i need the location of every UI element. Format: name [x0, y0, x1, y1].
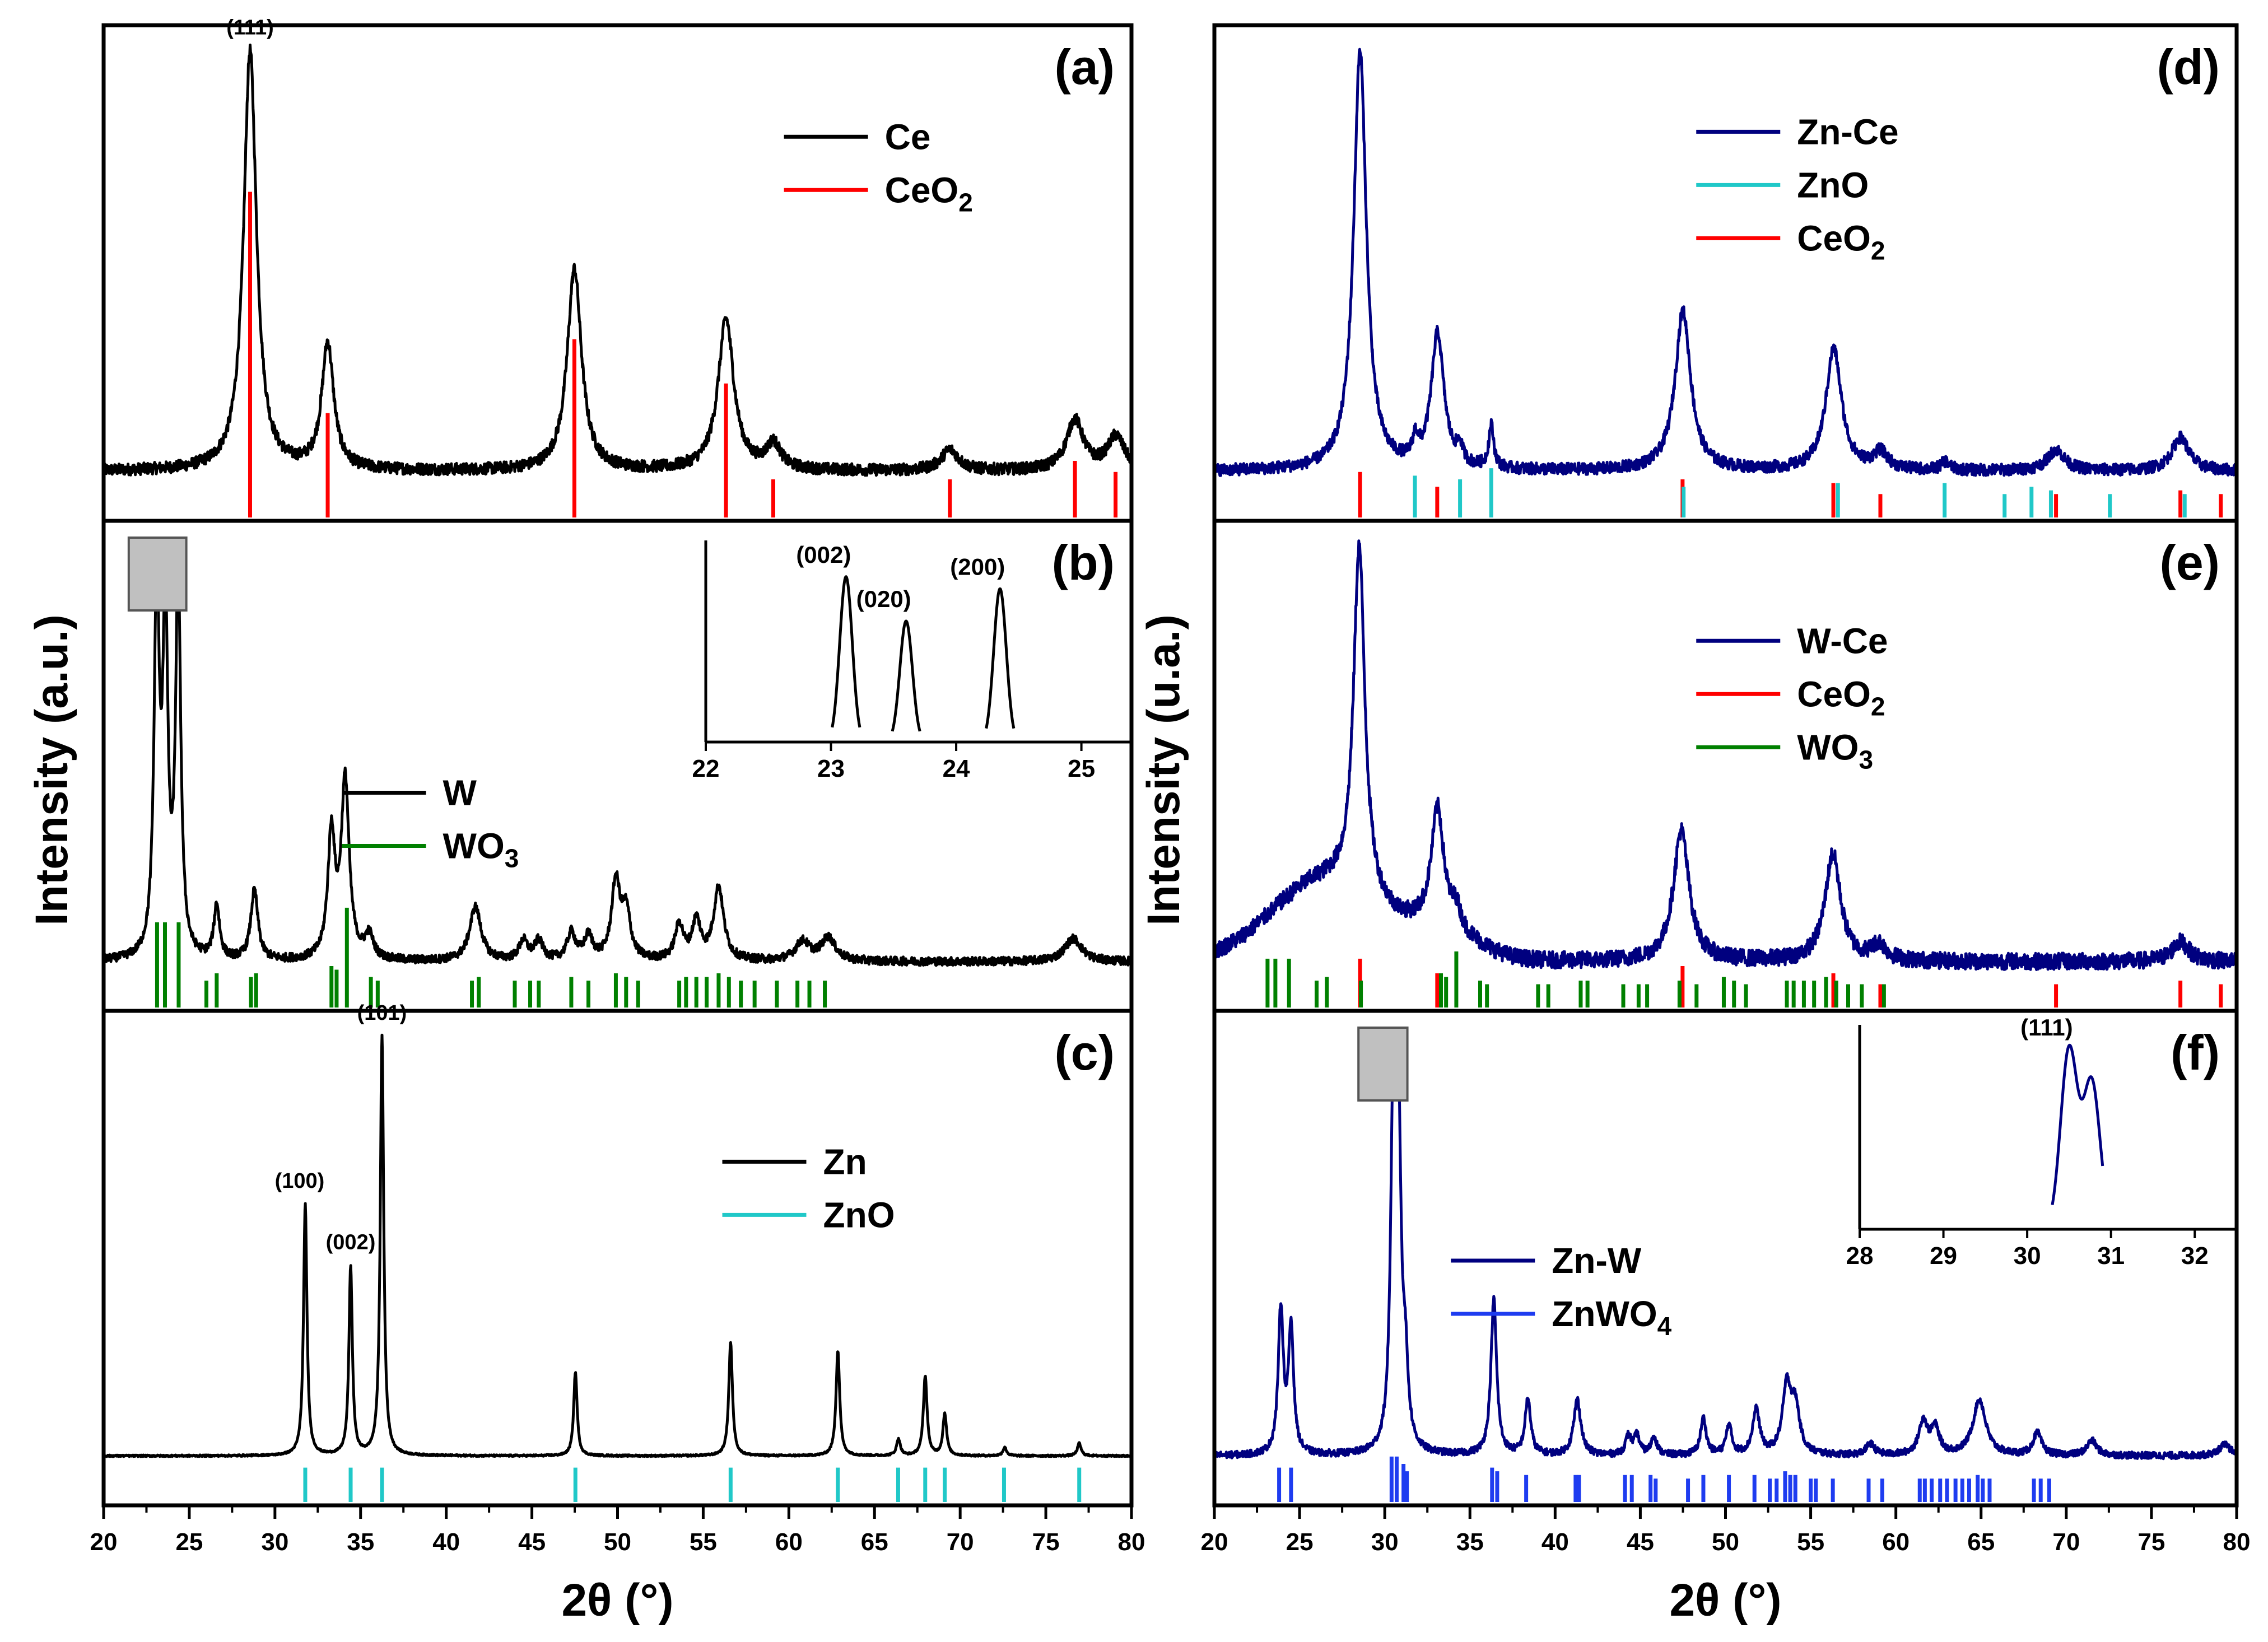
legend-text-a-1: CeO2	[885, 170, 973, 217]
inset-tick-label-b-0: 22	[692, 755, 720, 782]
inset-tick-label-f-0: 28	[1846, 1242, 1874, 1270]
x-tick-label-f-0: 20	[1201, 1528, 1228, 1556]
x-tick-label-c-3: 35	[347, 1528, 374, 1556]
legend-text-f-1: ZnWO4	[1552, 1294, 1671, 1341]
inset-peak-label-b-0: (002)	[796, 542, 851, 568]
panel-label-d: (d)	[2157, 39, 2220, 95]
x-tick-label-c-1: 25	[175, 1528, 203, 1556]
peak-label-c-0: (100)	[275, 1169, 325, 1193]
inset-f: (111) 28 29 30 31 32	[1357, 1014, 2237, 1270]
inset-tick-label-f-1: 29	[1930, 1242, 1957, 1270]
legend-text-e-1: CeO2	[1797, 674, 1885, 721]
inset-peak-label-b-2: (200)	[950, 553, 1005, 580]
panel-label-b: (b)	[1052, 535, 1115, 590]
x-axis-title-R: 2θ (°)	[1669, 1575, 1781, 1626]
legend-text-c-0: Zn	[823, 1141, 867, 1182]
inset-tick-label-f-4: 32	[2181, 1242, 2209, 1270]
legend-text-c-1: ZnO	[823, 1195, 895, 1235]
y-axis-title-right: Intensity (u.a.)	[1138, 614, 1189, 926]
x-tick-label-f-3: 35	[1456, 1528, 1484, 1556]
x-tick-label-c-12: 80	[1118, 1528, 1145, 1556]
y-axis-title-left: Intensity (a.u.)	[26, 614, 77, 926]
inset-tick-label-f-2: 30	[2014, 1242, 2041, 1270]
x-tick-label-c-8: 60	[775, 1528, 803, 1556]
legend-text-e-2: WO3	[1797, 727, 1873, 774]
x-tick-label-c-5: 45	[518, 1528, 546, 1556]
zoom-highlight-f	[1357, 1027, 1409, 1102]
zoom-highlight-b	[127, 537, 188, 612]
peak-label-c-2: (101)	[357, 1001, 407, 1025]
x-tick-label-c-9: 65	[861, 1528, 888, 1556]
panel-f: (f) Zn-W ZnWO4 20 25 30 35 40 45 50 55 60 65 70 75 80 2θ…	[1201, 1009, 2251, 1626]
x-tick-label-f-10: 70	[2052, 1528, 2080, 1556]
panel-label-a: (a)	[1054, 39, 1115, 95]
inset-peak-f-0	[2051, 1043, 2104, 1205]
inset-tick-label-f-3: 31	[2097, 1242, 2125, 1270]
panel-d: (d) Zn-Ce ZnO CeO2	[1212, 23, 2239, 523]
pattern-line-c	[103, 1033, 1133, 1458]
x-tick-label-f-12: 80	[2223, 1528, 2251, 1556]
x-tick-label-c-4: 40	[432, 1528, 460, 1556]
x-tick-label-f-8: 60	[1882, 1528, 1910, 1556]
x-tick-label-f-9: 65	[1967, 1528, 1995, 1556]
panel-label-c: (c)	[1054, 1025, 1115, 1080]
pattern-line-e	[1213, 539, 2238, 971]
inset-peak-label-f-0: (111)	[2020, 1014, 2073, 1041]
x-tick-label-f-5: 45	[1627, 1528, 1654, 1556]
inset-tick-label-b-2: 24	[943, 755, 970, 782]
pattern-line-a	[102, 43, 1133, 477]
x-tick-label-c-7: 55	[690, 1528, 717, 1556]
inset-tick-label-b-1: 23	[817, 755, 845, 782]
pattern-line-b	[103, 545, 1133, 967]
panel-e: (e) W-Ce CeO2 WO3	[1212, 519, 2239, 1013]
legend-text-a-0: Ce	[885, 116, 931, 157]
x-tick-label-f-2: 30	[1371, 1528, 1399, 1556]
legend-text-e-0: W-Ce	[1797, 621, 1888, 661]
peak-label-a-0: (111)	[226, 16, 274, 39]
pattern-line-d	[1213, 48, 2238, 477]
x-tick-label-c-10: 70	[947, 1528, 974, 1556]
x-tick-label-f-11: 75	[2137, 1528, 2165, 1556]
x-tick-label-c-0: 20	[90, 1528, 118, 1556]
panel-frame-b	[101, 519, 1134, 1013]
legend-text-b-0: W	[443, 773, 477, 813]
legend-text-b-1: WO3	[443, 826, 519, 873]
panel-label-f: (f)	[2171, 1025, 2220, 1080]
inset-peak-b-2	[985, 587, 1016, 729]
panel-frame-c	[101, 1009, 1134, 1508]
x-tick-label-f-6: 50	[1712, 1528, 1739, 1556]
panel-c: (100) (002) (101) (c) Zn ZnO 20 25 30 35 40 45 50 55 6…	[90, 1001, 1145, 1626]
x-tick-label-c-2: 30	[261, 1528, 288, 1556]
inset-peak-label-b-1: (020)	[856, 586, 911, 612]
inset-peak-b-1	[891, 619, 921, 732]
x-axis-title-L: 2θ (°)	[561, 1575, 673, 1626]
inset-b: (002)(020) (200) 22 23 24 25	[127, 537, 1131, 782]
peak-label-c-1: (002)	[326, 1231, 376, 1254]
x-tick-label-f-1: 25	[1286, 1528, 1314, 1556]
panel-a: (111) (a) Ce CeO2	[101, 16, 1134, 523]
x-tick-label-f-4: 40	[1542, 1528, 1569, 1556]
x-tick-label-c-11: 75	[1032, 1528, 1060, 1556]
pattern-line-f	[1213, 1030, 2238, 1461]
legend-text-d-2: CeO2	[1797, 218, 1885, 265]
legend-text-f-0: Zn-W	[1552, 1240, 1642, 1281]
x-tick-label-c-6: 50	[604, 1528, 631, 1556]
panel-b: (b) W WO3	[101, 519, 1134, 1013]
inset-tick-label-b-3: 25	[1068, 755, 1095, 782]
legend-text-d-1: ZnO	[1797, 165, 1869, 205]
x-tick-label-f-7: 55	[1797, 1528, 1824, 1556]
inset-peak-b-0	[831, 575, 861, 728]
legend-text-d-0: Zn-Ce	[1797, 111, 1898, 152]
panel-label-e: (e)	[2159, 535, 2220, 590]
